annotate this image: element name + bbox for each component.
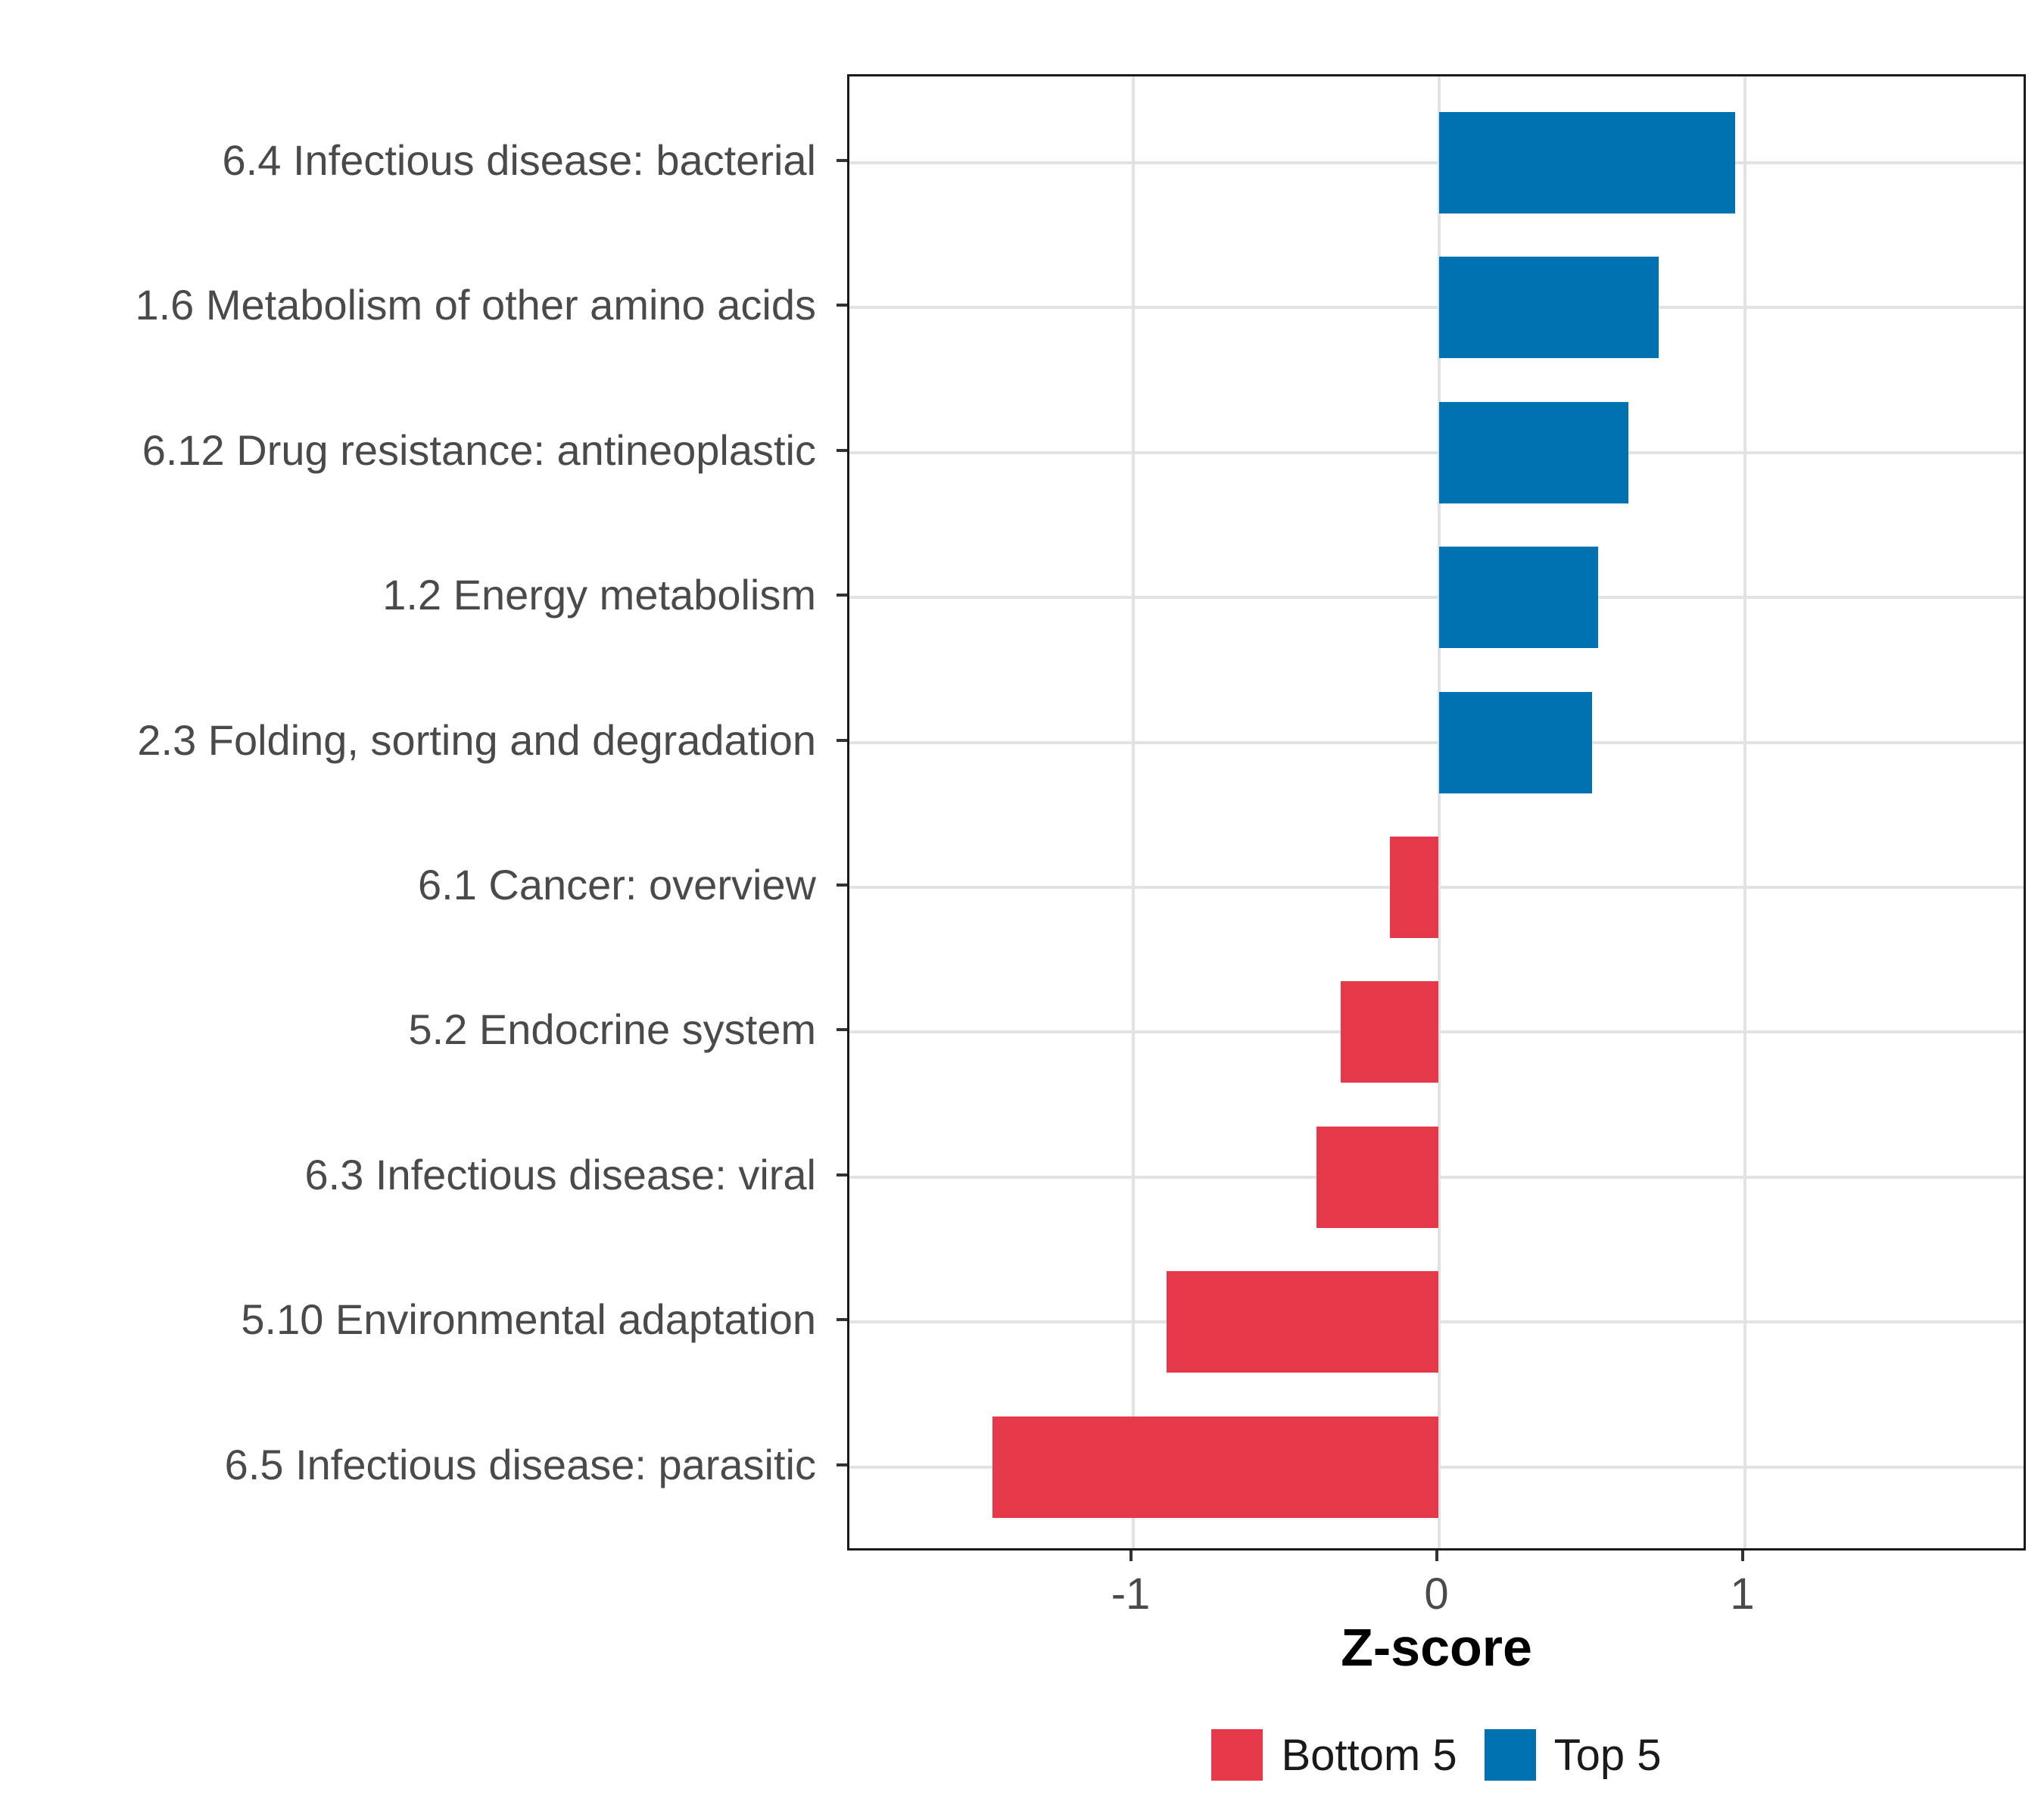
chart-panel (847, 74, 2026, 1551)
x-axis-tick-label: 1 (1730, 1569, 1755, 1619)
legend-label: Top 5 (1553, 1730, 1662, 1780)
legend-item: Top 5 (1484, 1729, 1662, 1781)
y-tick (837, 304, 847, 307)
bar-bottom5 (992, 1416, 1439, 1518)
y-tick (837, 884, 847, 887)
bar-top5 (1438, 691, 1592, 793)
gridline-vertical-1 (1743, 76, 1746, 1548)
y-tick (837, 448, 847, 452)
y-axis-label: 6.1 Cancer: overview (417, 861, 816, 909)
y-axis-label: 6.12 Drug resistance: antineoplastic (142, 426, 816, 474)
x-tick (1435, 1551, 1438, 1561)
x-axis-tick-label: 0 (1424, 1569, 1449, 1619)
y-tick (837, 159, 847, 162)
y-axis-label: 1.2 Energy metabolism (382, 571, 816, 619)
gridline-horizontal (849, 306, 2024, 310)
gridline-horizontal (849, 740, 2024, 744)
x-axis-tick-label: -1 (1111, 1569, 1151, 1619)
gridline-vertical--1 (1131, 76, 1135, 1548)
y-axis-label: 6.5 Infectious disease: parasitic (224, 1440, 816, 1488)
y-tick (837, 594, 847, 597)
gridline-horizontal (849, 450, 2024, 454)
y-tick (837, 1463, 847, 1466)
legend: Bottom 5 Top 5 (847, 1729, 2026, 1781)
bar-bottom5 (1389, 837, 1439, 938)
legend-swatch (1211, 1729, 1263, 1781)
y-axis-label: 2.3 Folding, sorting and degradation (137, 715, 816, 764)
y-axis-label: 6.3 Infectious disease: viral (304, 1151, 816, 1198)
bar-bottom5 (1341, 981, 1439, 1083)
y-axis-label: 1.6 Metabolism of other amino acids (135, 281, 816, 329)
legend-item: Bottom 5 (1211, 1729, 1457, 1781)
y-axis-label: 5.2 Endocrine system (408, 1005, 816, 1054)
x-tick (1129, 1551, 1133, 1561)
bar-top5 (1438, 257, 1659, 359)
gridline-vertical-0 (1437, 76, 1441, 1548)
y-tick (837, 1028, 847, 1032)
y-tick (837, 1318, 847, 1322)
bar-top5 (1438, 112, 1736, 213)
y-axis-label: 5.10 Environmental adaptation (241, 1295, 816, 1344)
bar-bottom5 (1316, 1126, 1439, 1228)
bar-top5 (1438, 547, 1598, 649)
bar-bottom5 (1166, 1271, 1439, 1373)
x-axis-title: Z-score (1341, 1618, 1532, 1677)
x-tick (1740, 1551, 1744, 1561)
gridline-horizontal (849, 596, 2024, 600)
y-tick (837, 738, 847, 742)
gridline-horizontal (849, 161, 2024, 164)
y-tick (837, 1173, 847, 1177)
y-axis-label: 6.4 Infectious disease: bacterial (222, 136, 816, 185)
legend-swatch (1484, 1729, 1536, 1781)
bar-top5 (1438, 401, 1628, 503)
legend-label: Bottom 5 (1281, 1730, 1457, 1780)
